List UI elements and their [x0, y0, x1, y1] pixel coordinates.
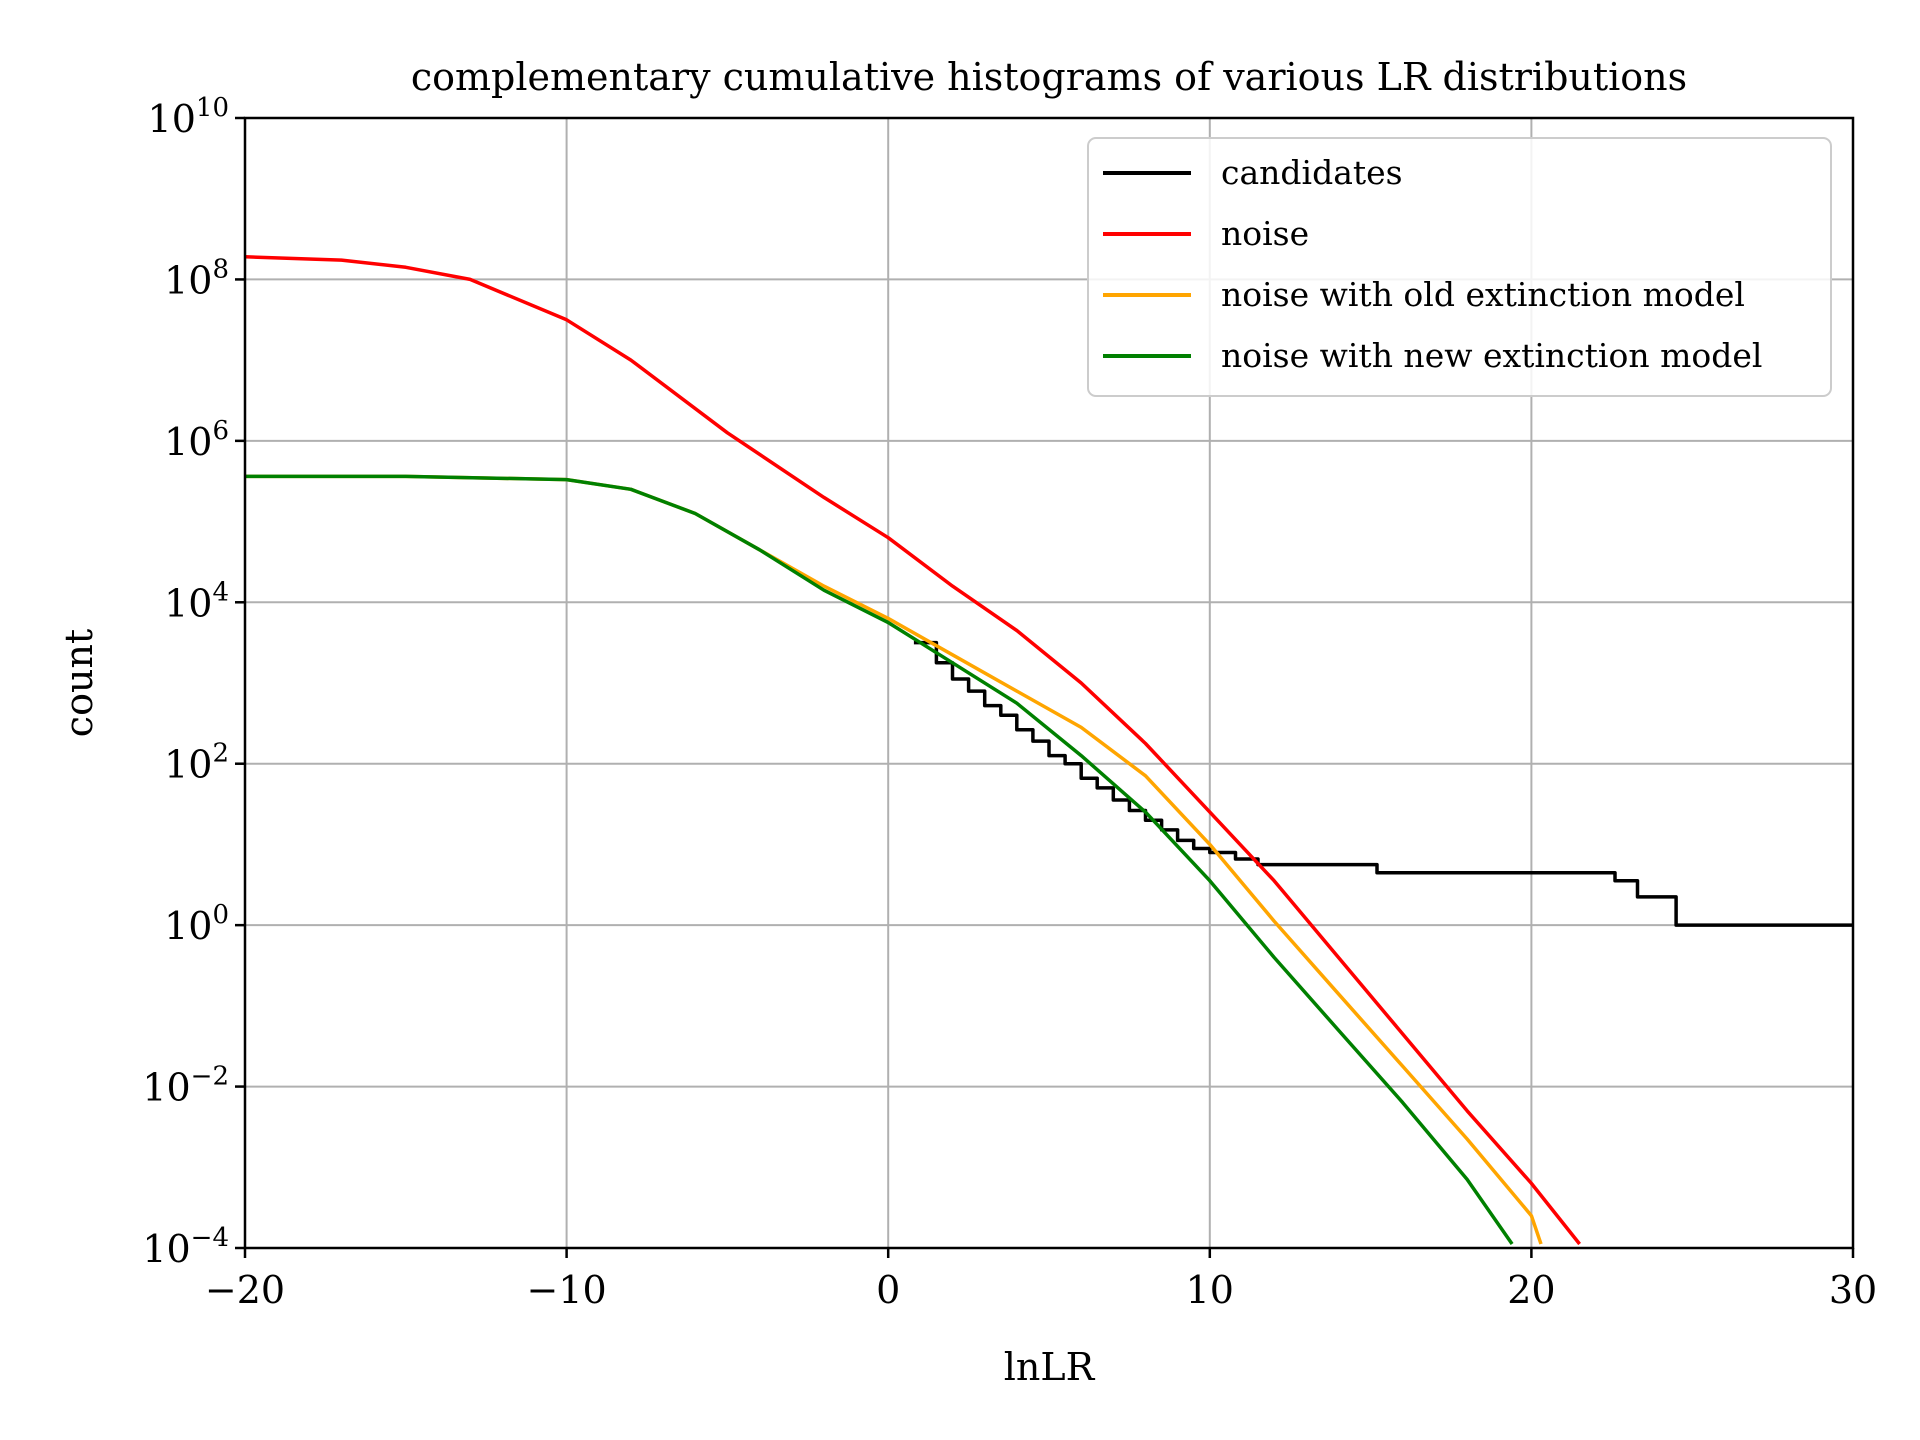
series-layer [245, 255, 1853, 1246]
y-tick-label: 10−4 [142, 1223, 229, 1271]
x-tick-label: −10 [526, 1268, 606, 1312]
y-tick-label: 106 [164, 416, 229, 464]
legend-label: noise [1221, 214, 1309, 253]
legend-label: noise with old extinction model [1221, 275, 1745, 314]
y-tick-label: 100 [164, 900, 229, 948]
x-tick-label: 20 [1507, 1268, 1555, 1312]
series-line-candidates [913, 640, 1853, 927]
series-line-noise [245, 255, 1581, 1246]
legend: candidates noise noise with old extinction… [1087, 137, 1832, 397]
x-tick-label: −20 [205, 1268, 285, 1312]
x-tick-label: 10 [1186, 1268, 1234, 1312]
x-tick-label: 0 [876, 1268, 900, 1312]
plot-frame [243, 116, 1855, 1250]
series-line-noise-with-new-extinction-model [245, 474, 1514, 1246]
y-tick-label: 102 [164, 739, 229, 787]
legend-label: candidates [1221, 153, 1403, 192]
y-tick-label: 104 [164, 577, 229, 625]
y-tick-label: 108 [164, 254, 229, 302]
legend-box [1087, 137, 1832, 397]
x-tick-label: 30 [1829, 1268, 1877, 1312]
legend-label: noise with new extinction model [1221, 336, 1762, 375]
y-tick-label: 1010 [148, 93, 229, 141]
x-axis-label: lnLR [1004, 1345, 1096, 1389]
y-axis-label: count [57, 629, 101, 737]
y-axis: 10−4 10−2 100 102 104 106 108 1010 [142, 93, 245, 1271]
x-axis: −20 −10 0 10 20 30 [205, 1248, 1877, 1312]
y-tick-label: 10−2 [142, 1062, 229, 1110]
chart-title: complementary cumulative histograms of v… [411, 55, 1687, 99]
